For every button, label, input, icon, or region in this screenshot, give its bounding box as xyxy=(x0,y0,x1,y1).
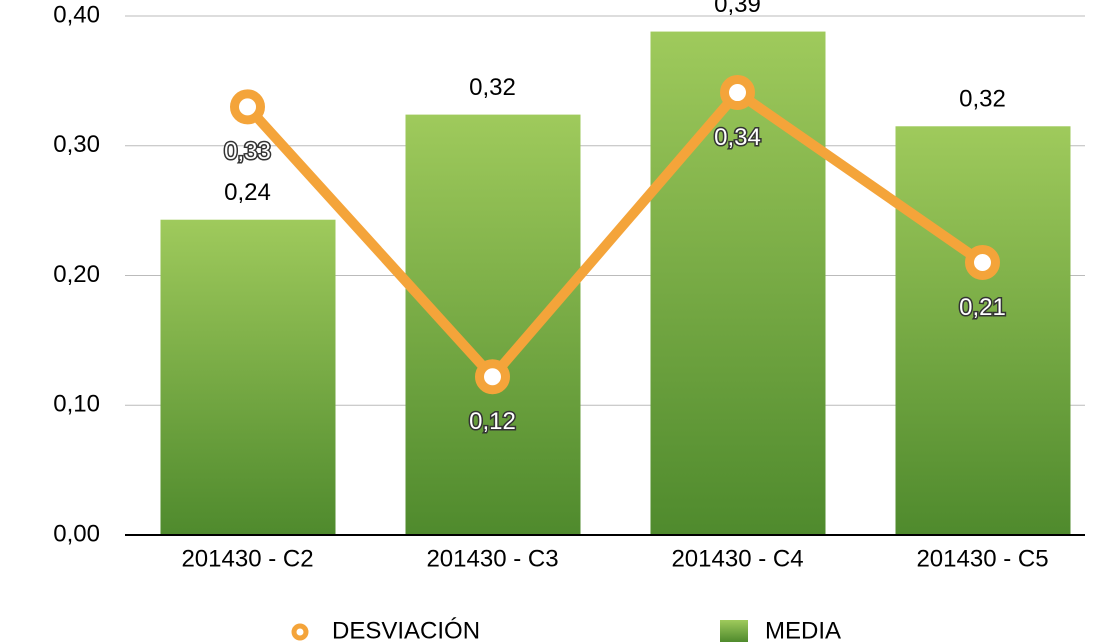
line-value-label: 0,21 xyxy=(959,294,1006,321)
y-tick-label: 0,40 xyxy=(53,1,100,28)
bar xyxy=(650,31,826,535)
y-tick-label: 0,20 xyxy=(53,261,100,288)
bar-value-label: 0,24 xyxy=(224,179,271,206)
y-tick-label: 0,30 xyxy=(53,131,100,158)
bar-value-label: 0,32 xyxy=(959,86,1006,113)
y-tick-label: 0,00 xyxy=(53,520,100,547)
bar-value-label: 0,32 xyxy=(469,74,516,101)
bar xyxy=(895,126,1071,535)
legend-marker xyxy=(720,620,748,642)
y-tick-label: 0,10 xyxy=(53,391,100,418)
line-marker xyxy=(475,359,510,395)
legend-label: MEDIA xyxy=(765,617,841,643)
line-marker xyxy=(230,89,265,125)
line xyxy=(243,87,986,382)
x-tick-label: 201430 - C2 xyxy=(181,545,313,572)
line-value-label: 0,12 xyxy=(469,408,516,435)
line-marker xyxy=(965,245,1000,281)
legend-label: DESVIACIÓN xyxy=(332,617,480,643)
line-value-label: 0,34 xyxy=(714,124,761,151)
x-tick-label: 201430 - C4 xyxy=(671,545,803,572)
x-tick-label: 201430 - C3 xyxy=(426,545,558,572)
line-marker xyxy=(720,75,755,111)
bar xyxy=(405,114,581,536)
bar-value-label: 0,39 xyxy=(714,0,761,18)
x-tick-label: 201430 - C5 xyxy=(916,545,1048,572)
line-value-label: 0,33 xyxy=(224,138,271,165)
legend-marker xyxy=(291,623,309,641)
bar xyxy=(160,219,336,535)
